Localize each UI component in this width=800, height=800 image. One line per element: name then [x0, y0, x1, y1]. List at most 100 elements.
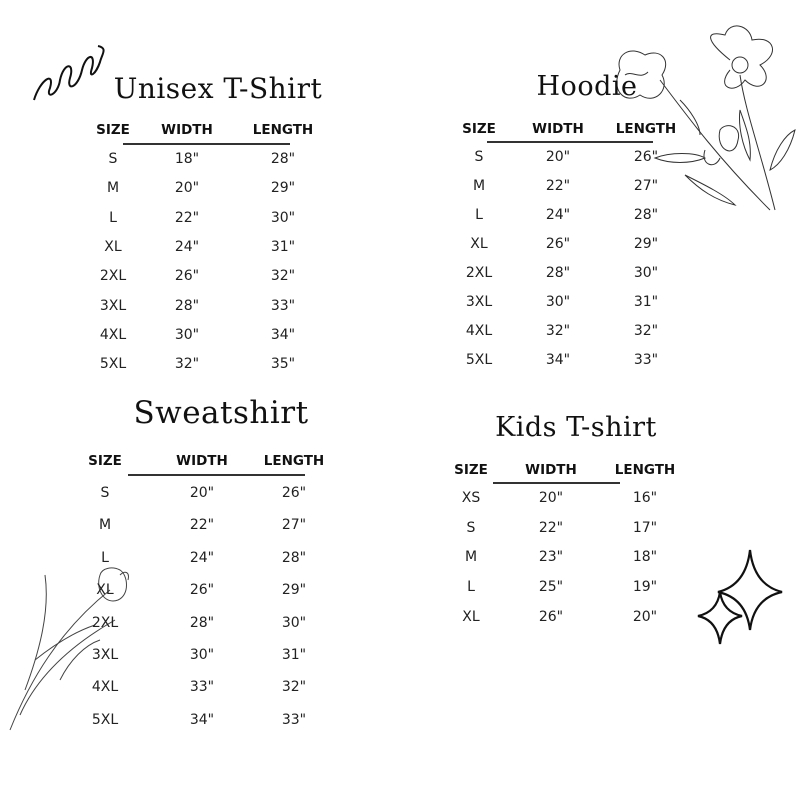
width-cell: 30": [174, 326, 200, 343]
length-cell: 30": [270, 209, 296, 226]
width-cell: 28": [174, 297, 200, 314]
width-cell: 22": [538, 519, 564, 536]
size-cell: M: [98, 517, 112, 534]
table-title: Kids T-shirt: [495, 412, 657, 443]
column-header-size: SIZE: [88, 453, 122, 469]
width-cell: 26": [189, 582, 215, 599]
length-cell: 30": [281, 614, 307, 631]
width-cell: 25": [538, 579, 564, 596]
length-cell: 16": [632, 490, 658, 506]
length-cell: 28": [633, 207, 659, 223]
size-cell: L: [467, 579, 475, 596]
width-cell: 23": [538, 549, 564, 566]
size-cell: XL: [96, 582, 114, 599]
size-cell: XL: [104, 238, 122, 255]
width-cell: 24": [189, 549, 215, 566]
length-cell: 28": [270, 151, 296, 167]
header-rule: [128, 474, 305, 476]
width-cell: 20": [545, 149, 571, 165]
column-header-width: WIDTH: [161, 122, 213, 138]
length-cell: 31": [270, 238, 296, 255]
column-header-width: WIDTH: [176, 453, 228, 469]
size-cell: 5XL: [91, 711, 119, 728]
length-cell: 26": [633, 149, 659, 165]
header-rule: [487, 141, 653, 143]
width-cell: 18": [174, 151, 200, 167]
width-cell: 20": [189, 485, 215, 501]
width-cell: 26": [174, 268, 200, 285]
column-header-size: SIZE: [96, 122, 130, 138]
size-cell: 4XL: [91, 679, 119, 696]
width-cell: 30": [545, 294, 571, 310]
width-cell: 28": [189, 614, 215, 631]
squiggle-icon: [33, 45, 105, 101]
size-cell: S: [100, 485, 110, 501]
size-cell: XL: [462, 608, 480, 625]
size-cell: S: [108, 151, 118, 167]
column-header-width: WIDTH: [532, 121, 584, 137]
size-cell: XS: [461, 490, 481, 506]
width-cell: 24": [174, 238, 200, 255]
length-cell: 30": [633, 265, 659, 281]
length-cell: 29": [270, 180, 296, 197]
size-cell: 5XL: [99, 356, 127, 373]
column-header-length: LENGTH: [615, 121, 677, 137]
width-cell: 20": [174, 180, 200, 197]
length-cell: 18": [632, 549, 658, 566]
table-title: Hoodie: [536, 71, 638, 102]
size-cell: 4XL: [99, 326, 127, 343]
width-cell: 22": [545, 178, 571, 194]
width-cell: 22": [174, 209, 200, 226]
table-title: Sweatshirt: [133, 395, 309, 431]
length-cell: 33": [633, 352, 659, 368]
table-title: Unisex T-Shirt: [113, 72, 323, 105]
width-cell: 26": [538, 608, 564, 625]
length-cell: 26": [281, 485, 307, 501]
width-cell: 32": [174, 356, 200, 373]
column-header-width: WIDTH: [525, 462, 577, 478]
length-cell: 19": [632, 579, 658, 596]
size-cell: 2XL: [91, 614, 119, 631]
column-header-size: SIZE: [454, 462, 488, 478]
size-cell: M: [464, 549, 478, 566]
size-cell: M: [472, 178, 486, 194]
width-cell: 32": [545, 323, 571, 339]
length-cell: 32": [281, 679, 307, 696]
length-cell: 31": [281, 647, 307, 663]
length-cell: 28": [281, 549, 307, 566]
length-cell: 32": [633, 323, 659, 339]
width-cell: 28": [545, 265, 571, 281]
length-cell: 34": [270, 326, 296, 343]
size-cell: 4XL: [465, 323, 493, 339]
width-cell: 24": [545, 207, 571, 223]
length-cell: 27": [281, 517, 307, 534]
column-header-length: LENGTH: [252, 122, 314, 138]
size-cell: L: [101, 549, 109, 566]
length-cell: 33": [281, 711, 307, 728]
length-cell: 32": [270, 268, 296, 285]
width-cell: 34": [189, 711, 215, 728]
size-cell: M: [106, 180, 120, 197]
length-cell: 35": [270, 356, 296, 373]
sparkle-icon: [697, 549, 783, 645]
size-cell: L: [475, 207, 483, 223]
length-cell: 27": [633, 178, 659, 194]
length-cell: 33": [270, 297, 296, 314]
size-cell: 3XL: [91, 647, 119, 663]
header-rule: [123, 143, 290, 145]
column-header-size: SIZE: [462, 121, 496, 137]
size-cell: 3XL: [465, 294, 493, 310]
header-rule: [493, 482, 620, 484]
length-cell: 31": [633, 294, 659, 310]
width-cell: 26": [545, 236, 571, 252]
width-cell: 20": [538, 490, 564, 506]
length-cell: 20": [632, 608, 658, 625]
column-header-length: LENGTH: [263, 453, 325, 469]
size-cell: 5XL: [465, 352, 493, 368]
width-cell: 22": [189, 517, 215, 534]
size-cell: 2XL: [99, 268, 127, 285]
length-cell: 17": [632, 519, 658, 536]
size-cell: L: [109, 209, 117, 226]
width-cell: 30": [189, 647, 215, 663]
